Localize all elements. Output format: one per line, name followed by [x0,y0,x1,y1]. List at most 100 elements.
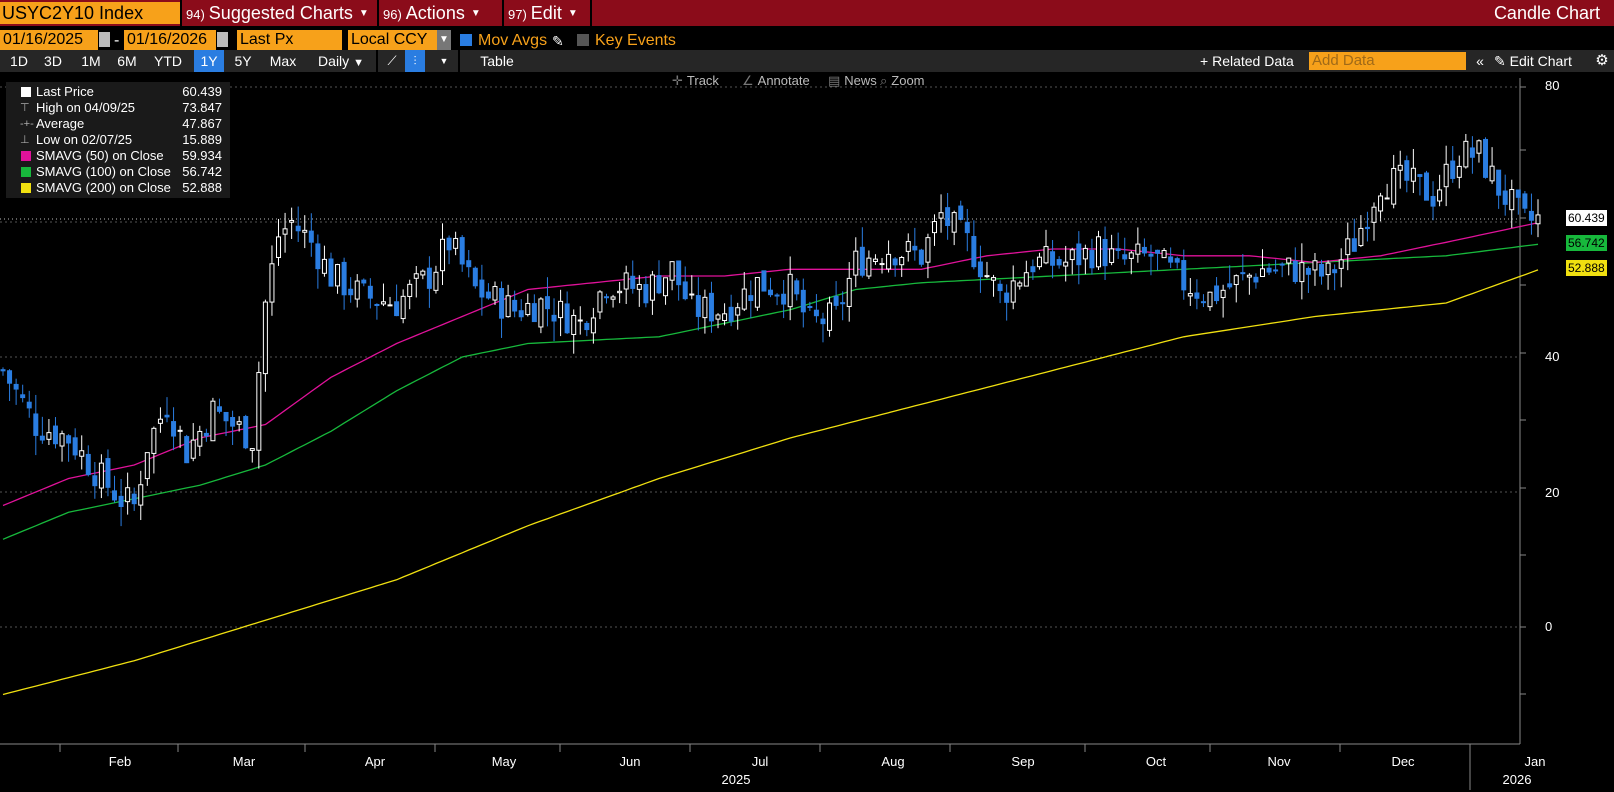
menu-number: 97) [508,7,527,22]
chevron-down-icon[interactable]: ▼ [439,56,449,66]
candle-body [1535,214,1541,225]
range-button-max[interactable]: Max [269,53,297,69]
frequency-select[interactable]: Daily ▼ [308,50,374,72]
news-tool[interactable]: ▤ News [828,72,877,90]
candle-body [1417,174,1423,177]
annotate-tool[interactable]: ∠ Annotate [742,72,810,90]
y-tick-label: 20 [1545,485,1560,500]
zoom-tool[interactable]: ⌕ Zoom [880,72,925,90]
table-button[interactable]: Table [480,53,514,69]
candle-body [722,313,728,322]
candle-body [321,258,327,274]
candle-body [564,303,570,334]
candle-body [243,416,249,449]
candle-body [1207,291,1213,308]
candle-body [1522,193,1528,209]
candle-body [177,429,183,432]
candle-body [938,212,944,219]
toolbar-separator [458,50,460,72]
candle-body [446,237,452,251]
candle-body [761,270,767,292]
candle-body [997,283,1003,292]
calendar-icon[interactable] [217,32,228,47]
legend-label: Average [36,116,85,131]
candle-body [1319,263,1325,277]
candle-body [1076,243,1082,266]
add-data-input[interactable]: Add Data [1309,52,1466,70]
candle-body [1036,256,1042,268]
price-field-select[interactable]: Last Px [237,30,342,50]
currency-select[interactable]: Local CCY [348,30,438,50]
candle-body [630,275,636,289]
y-tick-label: 80 [1545,78,1560,93]
candle-body [479,279,485,298]
gear-icon[interactable]: ⚙ [1595,52,1609,69]
candle-body [66,435,72,444]
zoom-label: Zoom [891,73,925,88]
caret-down-icon: ▼ [470,8,481,20]
candle-body [807,306,813,309]
track-tool[interactable]: ✛ Track [672,72,719,90]
calendar-icon[interactable] [99,32,110,47]
candle-body [1135,243,1141,255]
legend-label: Low on 02/07/25 [36,132,133,147]
edit-chart-button[interactable]: ✎ Edit Chart [1494,50,1592,72]
double-chevron-left-icon[interactable]: « [1476,53,1484,69]
line-chart-icon[interactable]: ⟋ [387,53,397,68]
range-button-6m[interactable]: 6M [117,53,137,69]
candle-body [1364,226,1370,230]
candle-body [46,432,52,440]
range-button-1m[interactable]: 1M [81,53,101,69]
candle-body [315,243,321,270]
annotate-label: Annotate [757,73,810,88]
candle-body [800,289,806,313]
candle-body [748,295,754,302]
mov-avgs-checkbox[interactable] [460,34,472,46]
candle-body [112,490,118,501]
candle-body [1082,247,1088,260]
key-events-label[interactable]: Key Events [595,32,676,49]
range-button-1y[interactable]: 1Y [194,50,224,72]
suggested-charts-menu[interactable]: 94) Suggested Charts ▼ [186,0,369,26]
key-events-checkbox[interactable] [577,34,589,46]
actions-menu[interactable]: 96) Actions ▼ [383,0,481,26]
end-date-field[interactable]: 01/16/2026 [124,30,216,50]
edit-menu[interactable]: 97) Edit ▼ [508,0,578,26]
toolbar-separator [376,50,378,72]
candle-body [1430,196,1436,207]
candle-body [1220,289,1226,299]
legend-swatch [21,151,31,161]
candle-body [735,307,741,316]
menu-label: Edit [530,3,562,23]
range-button-5y[interactable]: 5Y [234,53,252,69]
mov-avgs-label[interactable]: Mov Avgs [478,32,548,49]
range-button-ytd[interactable]: YTD [154,53,182,69]
candle-body [912,245,918,251]
range-button-3d[interactable]: 3D [44,53,62,69]
candle-body [335,264,341,287]
chevron-down-icon[interactable]: ▼ [437,30,451,50]
candle-body [223,411,229,422]
candle-body [531,303,537,323]
legend-sma100: SMAVG (100) on Close 56.742 [6,164,230,180]
legend-low: ⊥ Low on 02/07/25 15.889 [6,132,230,148]
related-data-button[interactable]: + Related Data [1200,50,1300,72]
x-month-label: Sep [1011,754,1035,769]
candle-body [426,267,432,289]
candle-body [1010,280,1016,303]
security-ticker-field[interactable]: USYC2Y10 Index [0,2,180,24]
candle-body [289,219,295,223]
date-separator: - [114,32,120,49]
pencil-icon[interactable]: ✎ [552,33,564,49]
start-date-field[interactable]: 01/16/2025 [0,30,98,50]
menu-separator [590,0,592,26]
chart-legend[interactable]: Last Price 60.439 ⊤ High on 04/09/25 73.… [6,82,230,198]
x-month-label: Apr [364,754,386,769]
candle-body [958,205,964,220]
range-button-1d[interactable]: 1D [10,53,28,69]
candle-body [440,238,446,272]
candle-chart-icon[interactable]: ⫶ [405,50,425,72]
candle-body [1141,246,1147,254]
candle-body [203,432,209,437]
